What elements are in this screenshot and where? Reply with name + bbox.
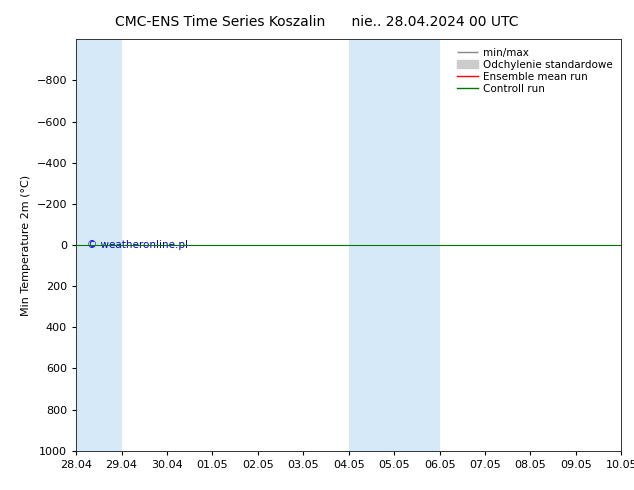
Bar — [76, 39, 122, 451]
Y-axis label: Min Temperature 2m (°C): Min Temperature 2m (°C) — [21, 174, 31, 316]
Bar — [394, 39, 439, 451]
Text: CMC-ENS Time Series Koszalin      nie.. 28.04.2024 00 UTC: CMC-ENS Time Series Koszalin nie.. 28.04… — [115, 15, 519, 29]
Bar — [349, 39, 394, 451]
Legend: min/max, Odchylenie standardowe, Ensemble mean run, Controll run: min/max, Odchylenie standardowe, Ensembl… — [454, 45, 616, 97]
Text: © weatheronline.pl: © weatheronline.pl — [87, 240, 188, 250]
